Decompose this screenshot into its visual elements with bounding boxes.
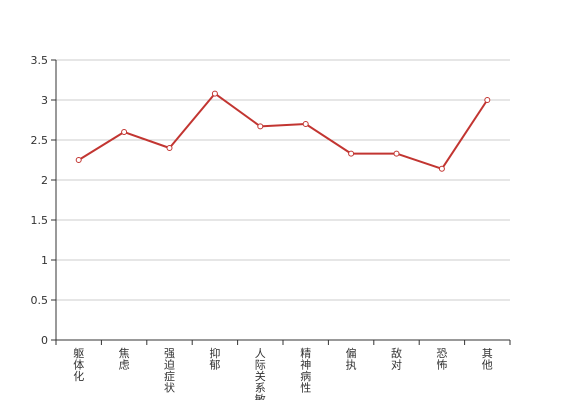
x-tick-label: 恐怖 (436, 347, 447, 372)
y-tick-label: 3.5 (31, 54, 49, 67)
y-tick-label: 0.5 (31, 294, 49, 307)
data-point[interactable] (302, 121, 309, 127)
x-tick-label: 偏执 (346, 346, 357, 372)
y-tick-label: 3 (41, 94, 48, 107)
data-point[interactable] (121, 129, 128, 135)
data-point[interactable] (348, 150, 355, 157)
data-point[interactable] (211, 90, 218, 97)
x-axis: 躯体化 焦虑 强迫症状 抑郁 人际关系敏感 精神病性 偏执 敌对 恐怖 其他 (55, 339, 511, 400)
y-tick-label: 1.5 (31, 214, 49, 227)
x-tick-label: 其他 (482, 347, 493, 372)
data-point[interactable] (393, 150, 400, 157)
x-tick-label: 抑郁 (209, 346, 220, 372)
y-axis: 0 0.5 1 1.5 2 2.5 3 3.5 (31, 54, 57, 347)
data-point[interactable] (257, 123, 264, 130)
x-tick-label: 强迫症状 (164, 347, 175, 395)
data-point[interactable] (484, 97, 491, 103)
data-point[interactable] (75, 157, 82, 163)
y-tick-label: 0 (41, 334, 48, 347)
data-point[interactable] (438, 165, 445, 172)
x-tick-label: 人际关系敏感 (255, 347, 266, 400)
grid-lines (56, 59, 510, 301)
y-tick-label: 1 (41, 254, 48, 267)
data-point[interactable] (166, 145, 173, 151)
y-tick-label: 2 (41, 174, 48, 187)
x-tick-label: 躯体化 (73, 347, 84, 383)
x-tick-label: 精神病性 (300, 347, 311, 395)
series-line (78, 92, 489, 170)
x-tick-label: 敌对 (391, 346, 402, 372)
series-group (75, 90, 491, 172)
y-tick-label: 2.5 (31, 134, 49, 147)
x-tick-label: 焦虑 (119, 347, 130, 372)
